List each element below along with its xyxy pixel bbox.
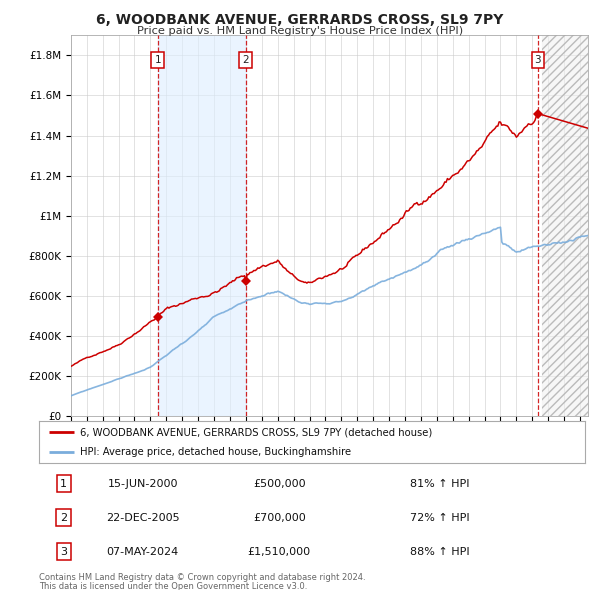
Text: This data is licensed under the Open Government Licence v3.0.: This data is licensed under the Open Gov… (39, 582, 307, 590)
Bar (542, 35, 588, 416)
Text: 72% ↑ HPI: 72% ↑ HPI (410, 513, 470, 523)
Text: 22-DEC-2005: 22-DEC-2005 (106, 513, 179, 523)
Text: £1,510,000: £1,510,000 (248, 547, 311, 557)
Text: 2: 2 (242, 55, 249, 65)
Text: £700,000: £700,000 (253, 513, 305, 523)
Text: 15-JUN-2000: 15-JUN-2000 (107, 478, 178, 489)
Text: 3: 3 (60, 547, 67, 557)
Text: 6, WOODBANK AVENUE, GERRARDS CROSS, SL9 7PY: 6, WOODBANK AVENUE, GERRARDS CROSS, SL9 … (97, 13, 503, 27)
Text: 1: 1 (60, 478, 67, 489)
Text: 3: 3 (535, 55, 541, 65)
Text: 6, WOODBANK AVENUE, GERRARDS CROSS, SL9 7PY (detached house): 6, WOODBANK AVENUE, GERRARDS CROSS, SL9 … (80, 427, 432, 437)
Text: 81% ↑ HPI: 81% ↑ HPI (410, 478, 470, 489)
Text: Contains HM Land Registry data © Crown copyright and database right 2024.: Contains HM Land Registry data © Crown c… (39, 573, 365, 582)
Text: HPI: Average price, detached house, Buckinghamshire: HPI: Average price, detached house, Buck… (80, 447, 351, 457)
Text: £500,000: £500,000 (253, 478, 305, 489)
Text: 2: 2 (60, 513, 67, 523)
Text: 1: 1 (154, 55, 161, 65)
Text: Price paid vs. HM Land Registry's House Price Index (HPI): Price paid vs. HM Land Registry's House … (137, 26, 463, 36)
Bar (542, 35, 588, 416)
Text: 07-MAY-2024: 07-MAY-2024 (107, 547, 179, 557)
Bar (158, 35, 245, 416)
Text: 88% ↑ HPI: 88% ↑ HPI (410, 547, 470, 557)
